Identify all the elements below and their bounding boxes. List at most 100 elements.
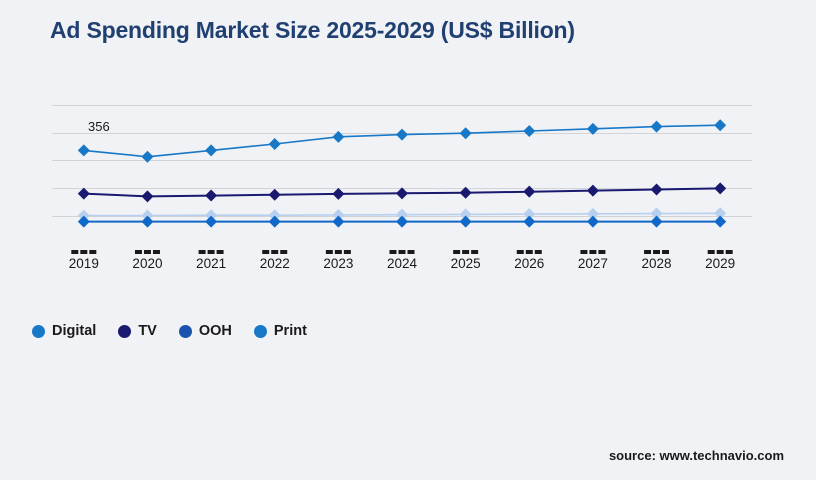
axis-tick [134,250,142,254]
data-point-marker [459,186,472,199]
x-axis-labels: 2019 2020 2021 2022 2023 2024 2025 2026 2027 2028… [52,256,752,276]
axis-tick [598,250,606,254]
data-label-first-digital: 356 [88,119,110,134]
data-point-marker [268,215,281,228]
data-point-marker [714,215,727,228]
data-point-marker [586,207,599,220]
axis-tick [462,250,470,254]
data-point-marker [205,215,218,228]
data-point-marker [714,182,727,195]
x-axis-tick-label: 2020 [132,256,163,271]
axis-tick [525,250,533,254]
axis-tick [80,250,88,254]
data-point-marker [714,207,727,220]
x-axis-tick-label: 2019 [68,256,99,271]
axis-tick [471,250,479,254]
data-point-marker [714,119,727,132]
axis-tick [653,250,661,254]
axis-tick [407,250,415,254]
chart-legend: Digital TV OOH Print [32,323,329,339]
data-point-marker [268,138,281,151]
axis-tick [707,250,715,254]
data-point-marker [205,189,218,202]
data-point-marker [396,187,408,200]
data-point-marker [523,185,536,198]
legend-item-tv[interactable]: TV [118,323,157,339]
x-axis-tick-label: 2027 [577,256,608,271]
data-point-marker [205,144,218,157]
data-point-marker [332,187,345,200]
data-point-marker [77,209,90,222]
data-point-marker [523,125,536,138]
axis-tick [71,250,79,254]
axis-tick [516,250,524,254]
x-axis-tick-label: 2026 [514,256,545,271]
data-point-marker [332,130,345,143]
x-axis-tick-label: 2028 [641,256,672,271]
series-group [77,119,727,228]
axis-tick [198,250,206,254]
legend-item-label: TV [138,323,157,339]
data-point-marker [141,190,154,203]
data-point-marker [332,208,345,221]
data-point-marker [523,215,536,228]
x-axis-tick-label: 2029 [705,256,736,271]
legend-item-label: OOH [198,323,232,339]
series-digital [77,119,727,163]
legend-item-digital[interactable]: Digital [32,323,96,339]
axis-tick [453,250,461,254]
axis-tick [662,250,670,254]
data-point-marker [268,188,281,201]
data-point-marker [459,127,472,140]
circle-marker-icon [118,324,132,338]
data-point-marker [459,208,472,221]
data-point-marker [396,128,408,141]
circle-marker-icon [253,324,267,338]
gridlines-group [52,105,752,217]
data-point-marker [205,209,218,222]
axis-tick [589,250,597,254]
data-point-marker [268,209,281,222]
data-point-marker [650,215,663,228]
data-point-marker [650,183,663,196]
axis-tick [644,250,652,254]
data-point-marker [650,120,663,133]
axis-tick [152,250,160,254]
data-point-marker [586,122,599,135]
data-point-marker [650,207,663,220]
data-point-marker [586,215,599,228]
x-axis-tick-label: 2021 [196,256,227,271]
legend-item-ooh[interactable]: OOH [178,323,232,339]
page-title: Ad Spending Market Size 2025-2029 (US$ B… [50,17,575,43]
data-point-marker [332,215,345,228]
data-point-marker [77,144,90,157]
axis-tick [534,250,542,254]
x-axis-tick-label: 2023 [323,256,354,271]
axis-tick [262,250,270,254]
series-ooh [77,207,727,222]
data-point-marker [141,150,154,163]
x-axis-tick-label: 2025 [450,256,481,271]
data-point-marker [141,209,154,222]
data-point-marker [396,208,408,221]
data-point-marker [77,187,90,200]
axis-tick [143,250,151,254]
axis-tick-marks [71,250,733,254]
legend-item-label: Print [273,323,307,339]
circle-marker-icon [32,324,45,338]
axis-tick [89,250,97,254]
data-point-marker [396,215,408,228]
circle-marker-icon [178,324,192,338]
legend-item-print[interactable]: Print [253,323,307,339]
axis-tick [725,250,733,254]
axis-tick [207,250,215,254]
data-point-marker [141,215,154,228]
axis-tick [271,250,279,254]
data-point-marker [459,215,472,228]
data-point-marker [523,208,536,221]
axis-tick [325,250,333,254]
data-point-marker [586,184,599,197]
